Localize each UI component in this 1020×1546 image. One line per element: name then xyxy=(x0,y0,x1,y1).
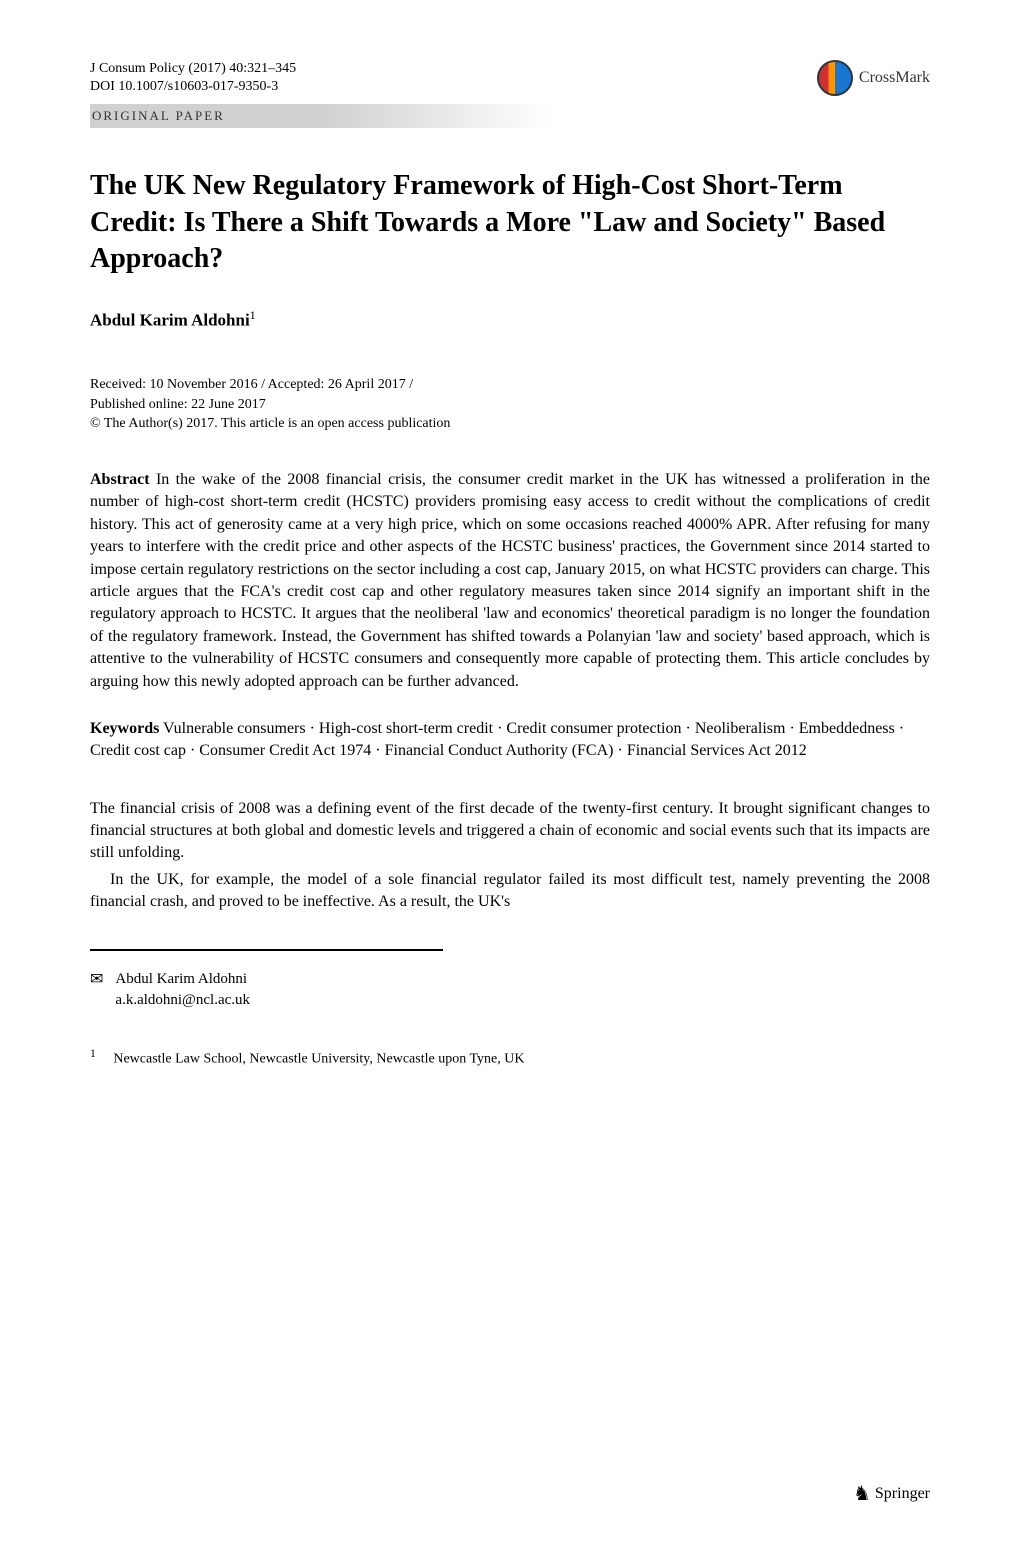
doi: DOI 10.1007/s10603-017-9350-3 xyxy=(90,78,296,96)
springer-horse-icon: ♞ xyxy=(853,1481,871,1506)
abstract-text: In the wake of the 2008 financial crisis… xyxy=(90,471,930,690)
corresponding-details: Abdul Karim Aldohni a.k.aldohni@ncl.ac.u… xyxy=(115,969,250,1011)
journal-info: J Consum Policy (2017) 40:321–345 DOI 10… xyxy=(90,60,296,96)
journal-citation: J Consum Policy (2017) 40:321–345 xyxy=(90,60,296,78)
publisher-footer: ♞ Springer xyxy=(853,1481,930,1506)
author-line: Abdul Karim Aldohni1 xyxy=(90,308,930,331)
author-name: Abdul Karim Aldohni xyxy=(90,310,250,329)
keywords-text: Vulnerable consumers · High-cost short-t… xyxy=(90,720,904,759)
affiliation-text: Newcastle Law School, Newcastle Universi… xyxy=(113,1051,524,1066)
copyright-line: © The Author(s) 2017. This article is an… xyxy=(90,414,930,434)
affiliation: 1 Newcastle Law School, Newcastle Univer… xyxy=(90,1046,930,1069)
published-online: Published online: 22 June 2017 xyxy=(90,395,930,415)
author-affil-sup: 1 xyxy=(250,308,256,322)
keywords: Keywords Vulnerable consumers · High-cos… xyxy=(90,718,930,763)
affiliation-num: 1 xyxy=(90,1047,96,1060)
corresponding-name: Abdul Karim Aldohni xyxy=(115,969,250,990)
body-paragraph-2: In the UK, for example, the model of a s… xyxy=(90,869,930,914)
body-paragraph-1: The financial crisis of 2008 was a defin… xyxy=(90,798,930,865)
article-title: The UK New Regulatory Framework of High-… xyxy=(90,168,930,277)
crossmark-badge[interactable]: CrossMark xyxy=(817,60,930,96)
section-label: ORIGINAL PAPER xyxy=(90,108,552,124)
crossmark-label: CrossMark xyxy=(859,69,930,87)
publication-dates: Received: 10 November 2016 / Accepted: 2… xyxy=(90,375,930,434)
abstract-label: Abstract xyxy=(90,471,150,488)
corresponding-author: ✉ Abdul Karim Aldohni a.k.aldohni@ncl.ac… xyxy=(90,969,930,1011)
page-header: J Consum Policy (2017) 40:321–345 DOI 10… xyxy=(90,60,930,96)
keywords-label: Keywords xyxy=(90,720,159,737)
abstract: Abstract In the wake of the 2008 financi… xyxy=(90,469,930,693)
envelope-icon: ✉ xyxy=(90,969,103,991)
section-bar: ORIGINAL PAPER xyxy=(90,104,552,128)
publisher-name: Springer xyxy=(875,1485,930,1503)
corresponding-email: a.k.aldohni@ncl.ac.uk xyxy=(115,990,250,1011)
received-accepted: Received: 10 November 2016 / Accepted: 2… xyxy=(90,375,930,395)
crossmark-icon xyxy=(817,60,853,96)
footnote-separator xyxy=(90,949,443,951)
